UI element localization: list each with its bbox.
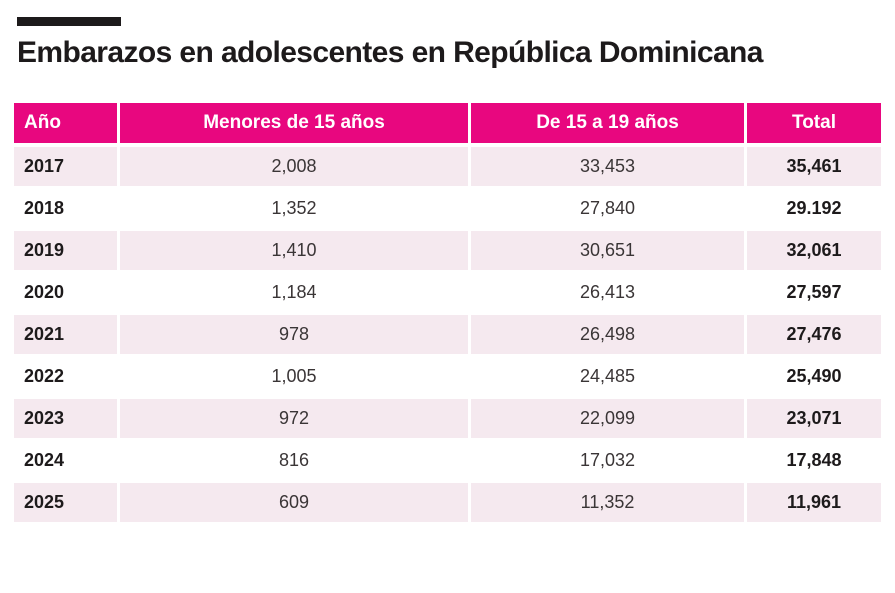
- under15-value-cell: 2,008: [120, 147, 471, 189]
- page-title: Embarazos en adolescentes en República D…: [17, 36, 763, 69]
- under15-value-cell: 816: [120, 441, 471, 483]
- under15-value-cell: 978: [120, 315, 471, 357]
- total-value-cell: 25,490: [747, 357, 881, 399]
- column-header-year: Año: [14, 103, 120, 147]
- table-row: 2022 1,005 24,485 25,490: [14, 357, 881, 399]
- under15-value-cell: 1,184: [120, 273, 471, 315]
- under15-value-cell: 609: [120, 483, 471, 525]
- under15-value-cell: 972: [120, 399, 471, 441]
- table-row: 2020 1,184 26,413 27,597: [14, 273, 881, 315]
- age15to19-value-cell: 26,498: [471, 315, 747, 357]
- table-row: 2019 1,410 30,651 32,061: [14, 231, 881, 273]
- total-value-cell: 27,476: [747, 315, 881, 357]
- age15to19-value-cell: 17,032: [471, 441, 747, 483]
- table-row: 2024 816 17,032 17,848: [14, 441, 881, 483]
- table-row: 2025 609 11,352 11,961: [14, 483, 881, 525]
- table-row: 2017 2,008 33,453 35,461: [14, 147, 881, 189]
- under15-value-cell: 1,410: [120, 231, 471, 273]
- table-row: 2018 1,352 27,840 29.192: [14, 189, 881, 231]
- under15-value-cell: 1,005: [120, 357, 471, 399]
- total-value-cell: 27,597: [747, 273, 881, 315]
- table-header-row: Año Menores de 15 años De 15 a 19 años T…: [14, 103, 881, 147]
- column-header-15to19: De 15 a 19 años: [471, 103, 747, 147]
- kicker-bar: [17, 17, 121, 26]
- age15to19-value-cell: 11,352: [471, 483, 747, 525]
- total-value-cell: 23,071: [747, 399, 881, 441]
- year-cell: 2018: [14, 189, 120, 231]
- age15to19-value-cell: 22,099: [471, 399, 747, 441]
- table-header: Año Menores de 15 años De 15 a 19 años T…: [14, 103, 881, 147]
- age15to19-value-cell: 27,840: [471, 189, 747, 231]
- total-value-cell: 32,061: [747, 231, 881, 273]
- table-body: 2017 2,008 33,453 35,461 2018 1,352 27,840 29.1…: [14, 147, 881, 525]
- year-cell: 2020: [14, 273, 120, 315]
- year-cell: 2025: [14, 483, 120, 525]
- total-value-cell: 17,848: [747, 441, 881, 483]
- year-cell: 2022: [14, 357, 120, 399]
- year-cell: 2017: [14, 147, 120, 189]
- year-cell: 2024: [14, 441, 120, 483]
- age15to19-value-cell: 30,651: [471, 231, 747, 273]
- pregnancy-table-container: Año Menores de 15 años De 15 a 19 años T…: [14, 103, 881, 525]
- year-cell: 2023: [14, 399, 120, 441]
- age15to19-value-cell: 33,453: [471, 147, 747, 189]
- age15to19-value-cell: 26,413: [471, 273, 747, 315]
- column-header-under15: Menores de 15 años: [120, 103, 471, 147]
- table-row: 2023 972 22,099 23,071: [14, 399, 881, 441]
- total-value-cell: 11,961: [747, 483, 881, 525]
- column-header-total: Total: [747, 103, 881, 147]
- pregnancy-table: Año Menores de 15 años De 15 a 19 años T…: [14, 103, 881, 525]
- age15to19-value-cell: 24,485: [471, 357, 747, 399]
- year-cell: 2021: [14, 315, 120, 357]
- under15-value-cell: 1,352: [120, 189, 471, 231]
- total-value-cell: 29.192: [747, 189, 881, 231]
- table-row: 2021 978 26,498 27,476: [14, 315, 881, 357]
- total-value-cell: 35,461: [747, 147, 881, 189]
- year-cell: 2019: [14, 231, 120, 273]
